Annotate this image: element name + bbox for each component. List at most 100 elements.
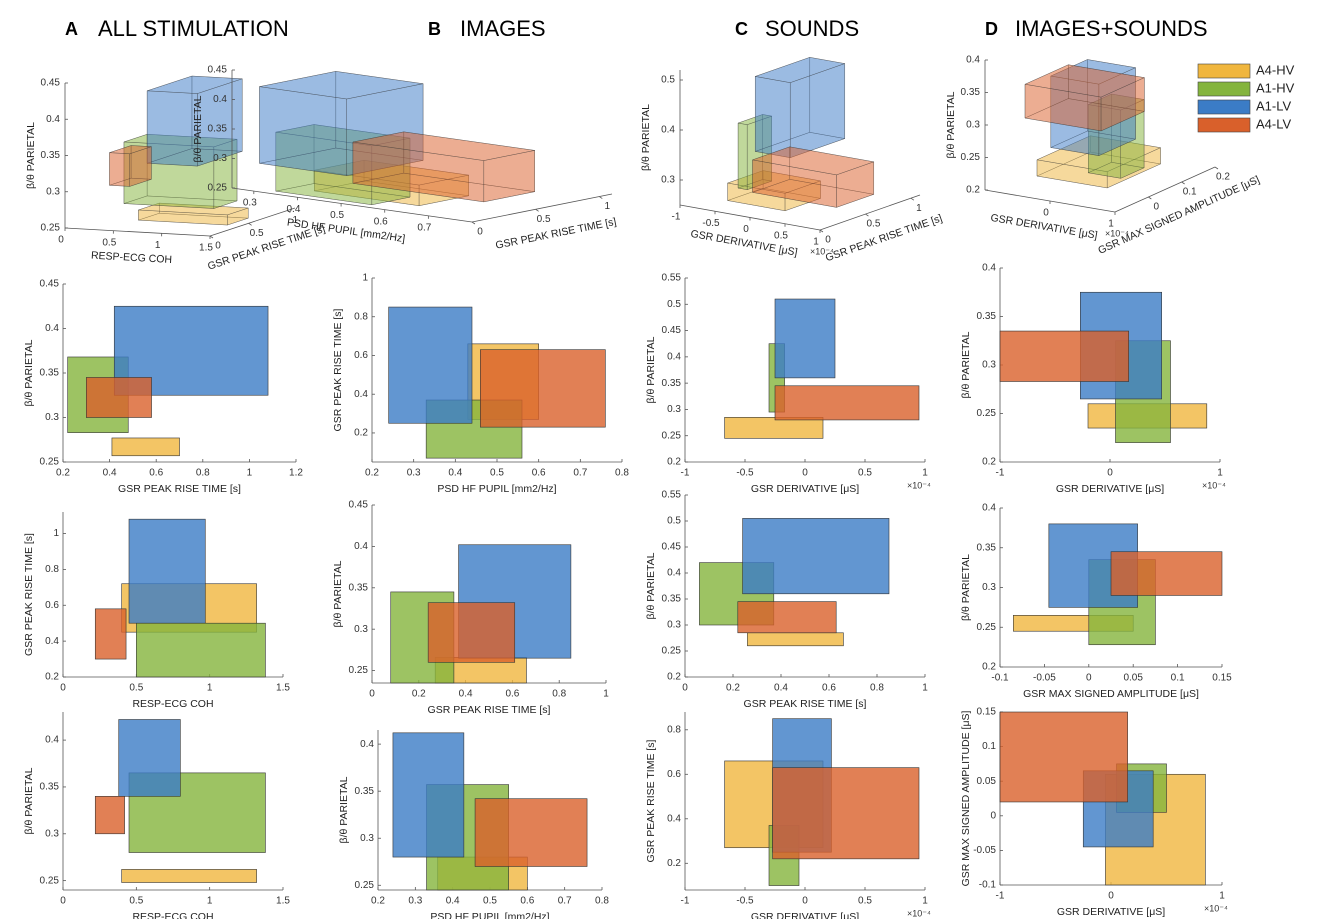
- panel-title: SOUNDS: [765, 16, 859, 41]
- y-tick-label: 0.25: [977, 622, 997, 633]
- x-tick-label: -0.5: [736, 468, 754, 479]
- x-tick-label: 0.3: [407, 468, 421, 479]
- range-box-face: [259, 86, 347, 176]
- y-tick-label: 1: [916, 203, 922, 214]
- x-tick-label: 0.5: [129, 896, 143, 907]
- z-tick-label: 0.3: [213, 153, 227, 164]
- x-tick-label: 0.5: [774, 230, 788, 241]
- y-tick-label: 0.3: [667, 620, 681, 631]
- y-tick-label: 0.25: [349, 665, 369, 676]
- y-tick-label: 0.35: [349, 582, 369, 593]
- panel-title: IMAGES: [460, 16, 546, 41]
- z-tick-label: 0.3: [661, 175, 675, 186]
- y-axis-label: β/θ PARIETAL: [23, 767, 35, 834]
- z-tick-label: 0.3: [966, 120, 980, 131]
- y-tick-label: 0.4: [667, 813, 681, 824]
- y-tick-label: 0.45: [349, 500, 369, 511]
- y-tick: [1148, 196, 1152, 200]
- range-box: [772, 767, 920, 860]
- y-axis-label: β/θ PARIETAL: [332, 560, 344, 627]
- x-tick-label: 0.7: [573, 468, 587, 479]
- range-box: [742, 518, 890, 595]
- z-tick-label: 0.25: [961, 152, 981, 163]
- x-tick-label: 0.2: [412, 689, 426, 700]
- y-axis: [471, 193, 613, 223]
- y-axis: [209, 207, 296, 237]
- range-box-face: [1024, 64, 1146, 98]
- y-tick-label: 0.3: [982, 360, 996, 371]
- y-tick-label: 0.5: [667, 299, 681, 310]
- x-tick-label: 0.6: [149, 468, 163, 479]
- y-tick: [248, 222, 252, 226]
- legend-label: A1-HV: [1256, 80, 1295, 95]
- y-tick-label: 0.1: [1183, 187, 1197, 198]
- x-tick-label: 0.4: [287, 204, 301, 215]
- y-tick-label: 0.45: [662, 542, 682, 553]
- y-tick-label: 0.35: [662, 378, 682, 389]
- y-tick-label: 0.35: [40, 782, 60, 793]
- x-tick-label: 0.7: [417, 222, 431, 233]
- z-tick-label: 0.35: [208, 124, 228, 135]
- x-tick-label: 0.4: [459, 689, 473, 700]
- y-tick-label: 0.2: [982, 662, 996, 673]
- x-tick-label: -1: [672, 212, 681, 223]
- x-axis-label: GSR DERIVATIVE [μS]: [751, 483, 859, 495]
- y-axis-label: β/θ PARIETAL: [338, 776, 350, 843]
- range-box: [427, 602, 516, 663]
- x-tick-label: 0: [1086, 673, 1092, 684]
- x-tick-label: 0.4: [103, 468, 117, 479]
- x-tick-label: 0.2: [56, 468, 70, 479]
- y-tick-label: 0.4: [982, 503, 996, 514]
- x-tick-label: 0.4: [448, 468, 462, 479]
- x-axis: [231, 187, 473, 223]
- y-axis-label: β/θ PARIETAL: [960, 554, 972, 621]
- y-tick-label: 0.8: [45, 564, 59, 575]
- x-tick-label: 1: [207, 896, 213, 907]
- y-tick-label: 0: [990, 810, 996, 821]
- y-tick: [599, 196, 603, 199]
- y-tick-label: 0.6: [45, 600, 59, 611]
- range-box: [999, 711, 1128, 803]
- y-tick-label: 0.3: [667, 404, 681, 415]
- z-axis-label: β/θ PARIETAL: [945, 91, 957, 158]
- y-tick-label: 0.3: [982, 582, 996, 593]
- x-axis-label: GSR DERIVATIVE [μS]: [751, 911, 859, 919]
- y-tick-label: 0.55: [662, 273, 682, 284]
- legend-swatch: [1197, 99, 1251, 115]
- x-tick-label: 0.6: [822, 683, 836, 694]
- range-box-face: [147, 75, 243, 94]
- y-tick-label: 0.2: [667, 672, 681, 683]
- x-tick-label: 0.05: [1123, 673, 1143, 684]
- x-tick-label: 1.5: [276, 683, 290, 694]
- z-tick-label: 0.35: [961, 87, 981, 98]
- y-tick-label: 0.4: [45, 735, 59, 746]
- y-tick-label: 0: [477, 227, 483, 238]
- y-tick-label: 0.3: [354, 624, 368, 635]
- z-tick-label: 0.4: [661, 125, 675, 136]
- y-tick-label: 0.25: [355, 880, 375, 891]
- x-axis-label: GSR PEAK RISE TIME [s]: [428, 704, 551, 716]
- x-tick-label: 0.8: [552, 689, 566, 700]
- y-axis-label: GSR PEAK RISE TIME [s]: [23, 533, 35, 656]
- range-box: [94, 608, 127, 660]
- y-tick-label: 0.8: [667, 724, 681, 735]
- y-tick-label: 0.1: [982, 741, 996, 752]
- panel-title: IMAGES+SOUNDS: [1015, 16, 1208, 41]
- y-tick-label: 0.2: [1216, 172, 1230, 183]
- x-tick-label: -0.05: [1033, 673, 1056, 684]
- y-tick-label: 0.5: [867, 219, 881, 230]
- y-tick-label: 0.5: [667, 516, 681, 527]
- range-box: [111, 437, 180, 457]
- x-tick-label: -1: [996, 891, 1005, 902]
- range-box: [747, 632, 844, 647]
- x-tick-label: 0.4: [774, 683, 788, 694]
- x-tick-label: 1: [1108, 219, 1114, 230]
- x-tick-label: 0.5: [858, 896, 872, 907]
- y-tick-label: 0.6: [667, 769, 681, 780]
- z-tick-label: 0.35: [41, 150, 61, 161]
- range-box: [86, 377, 152, 418]
- y-axis-label: GSR PEAK RISE TIME [s]: [495, 216, 618, 252]
- x-tick-label: -1: [681, 896, 690, 907]
- y-tick-label: 0.4: [667, 568, 681, 579]
- x-axis-label: RESP-ECG COH: [91, 250, 173, 266]
